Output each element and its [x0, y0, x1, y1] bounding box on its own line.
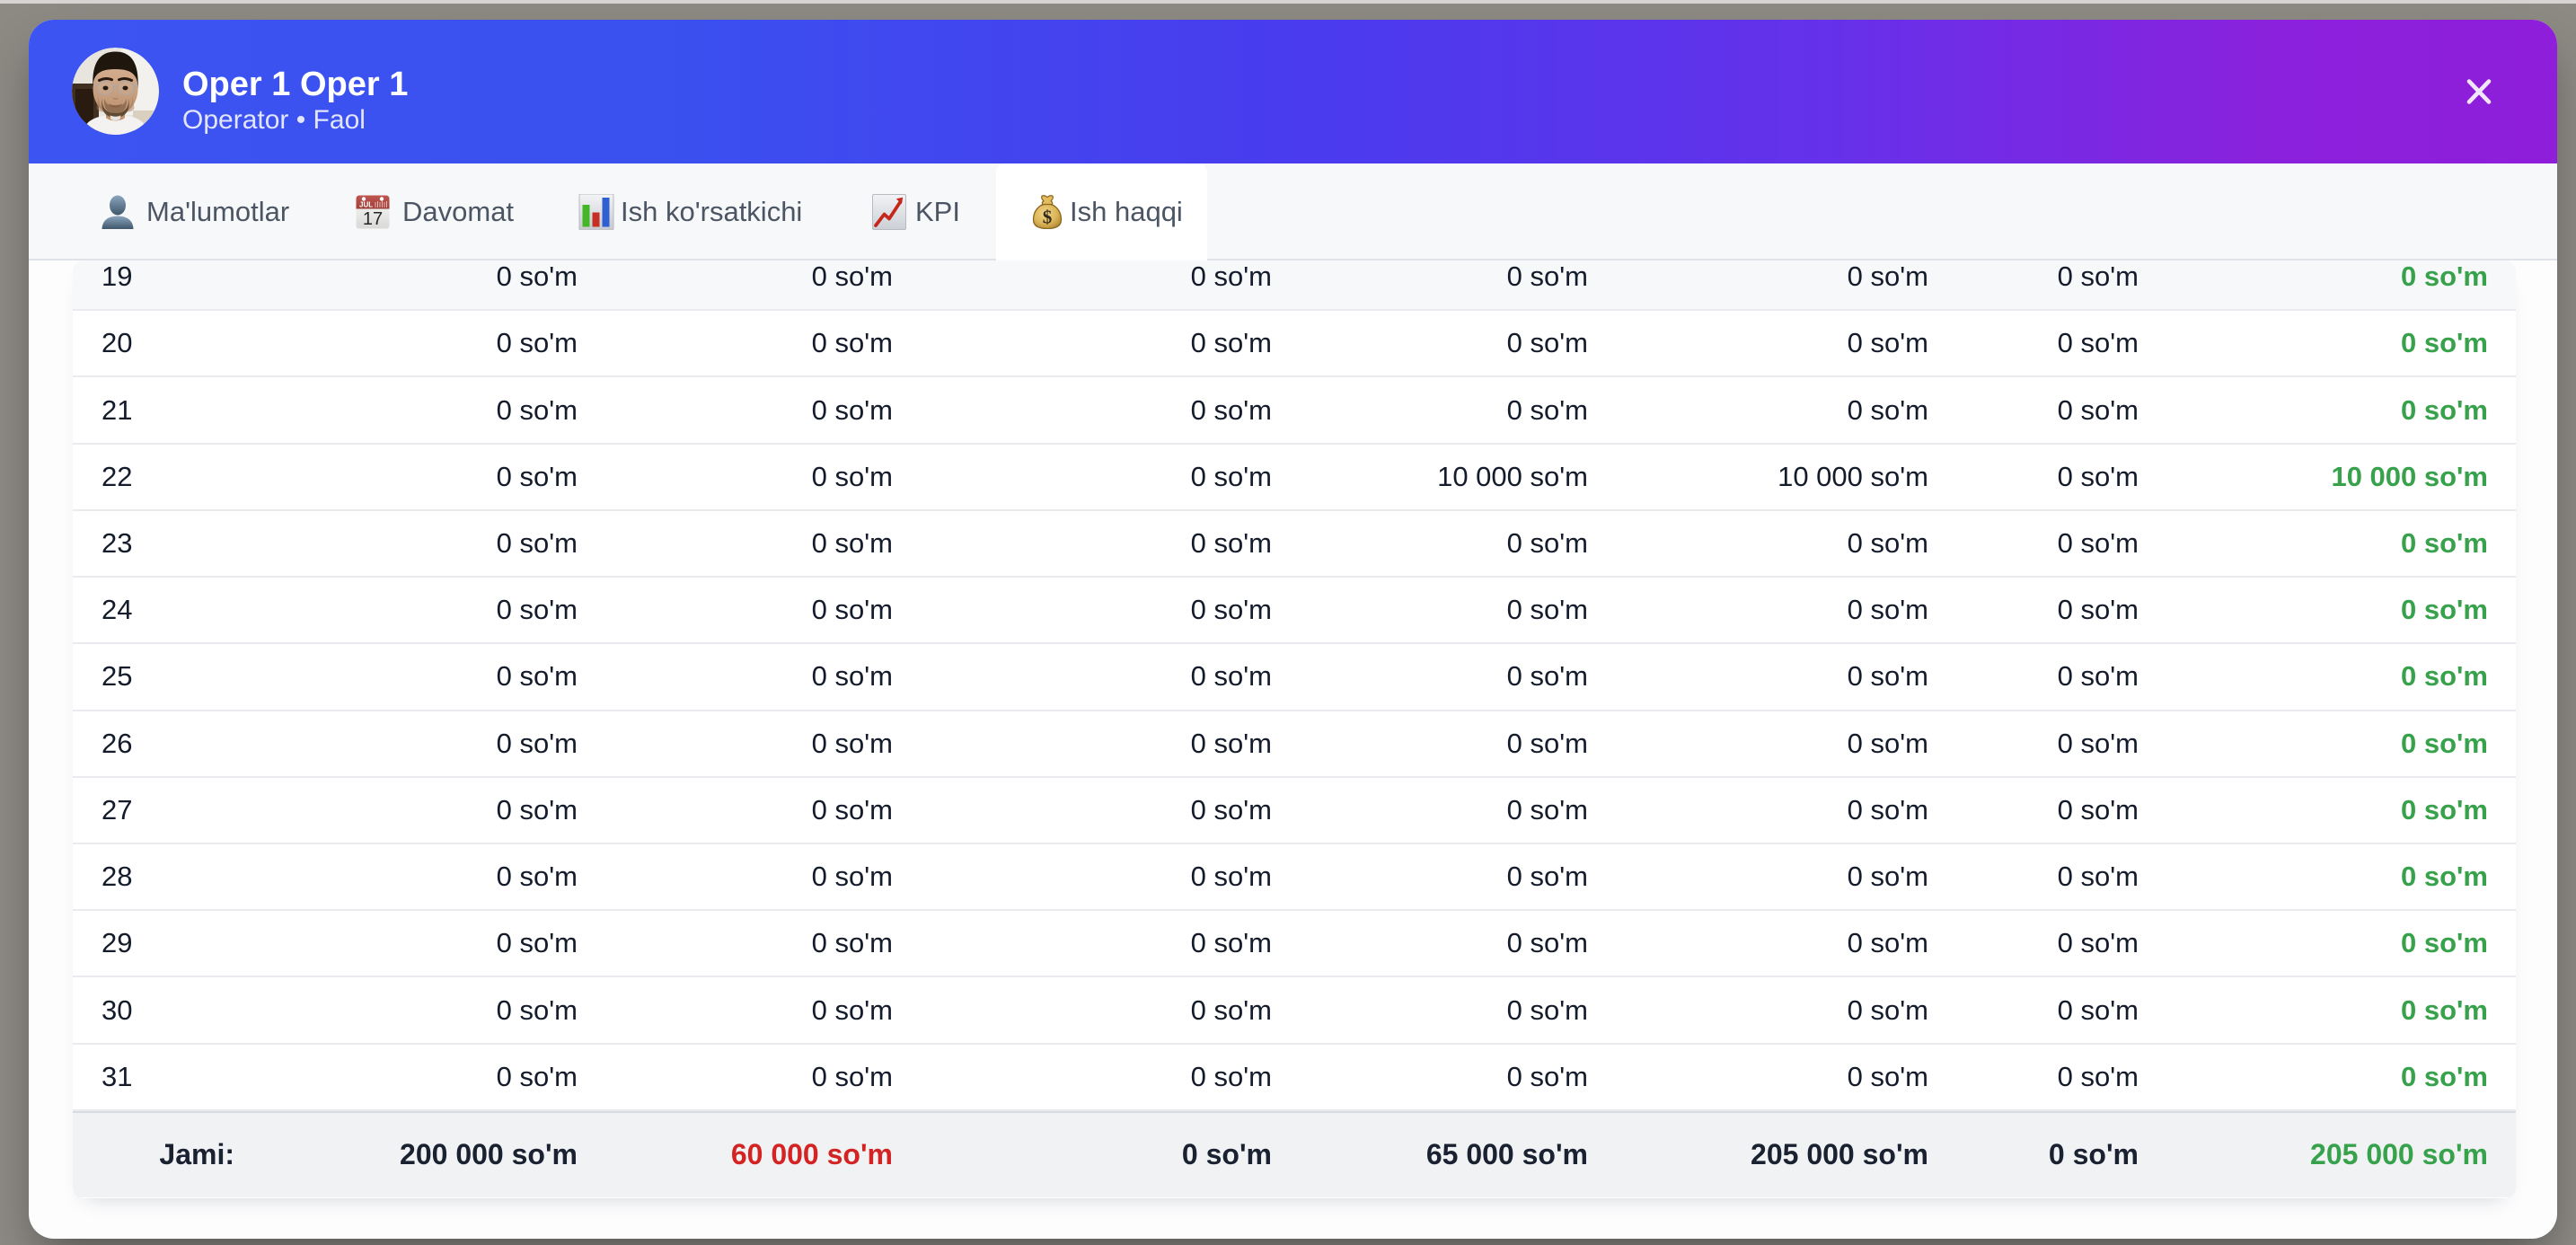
- svg-text:17: 17: [363, 209, 383, 229]
- svg-text:JUL: JUL: [359, 201, 373, 209]
- svg-text:$: $: [1043, 207, 1053, 228]
